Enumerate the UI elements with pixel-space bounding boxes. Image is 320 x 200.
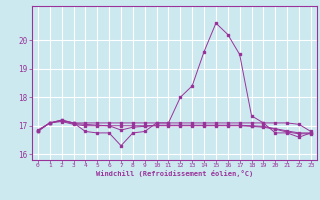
X-axis label: Windchill (Refroidissement éolien,°C): Windchill (Refroidissement éolien,°C): [96, 170, 253, 177]
